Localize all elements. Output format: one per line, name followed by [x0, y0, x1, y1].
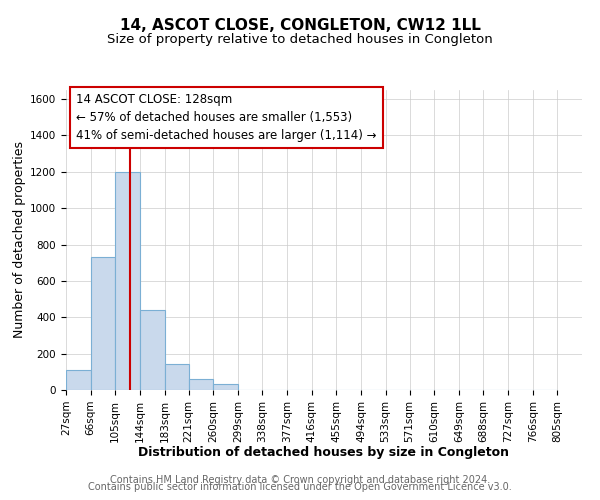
Text: Contains HM Land Registry data © Crown copyright and database right 2024.: Contains HM Land Registry data © Crown c… — [110, 475, 490, 485]
Bar — [140, 310, 164, 390]
Text: 14 ASCOT CLOSE: 128sqm
← 57% of detached houses are smaller (1,553)
41% of semi-: 14 ASCOT CLOSE: 128sqm ← 57% of detached… — [76, 93, 377, 142]
Bar — [66, 370, 91, 390]
Text: Contains public sector information licensed under the Open Government Licence v3: Contains public sector information licen… — [88, 482, 512, 492]
Bar — [91, 258, 115, 390]
Text: 14, ASCOT CLOSE, CONGLETON, CW12 1LL: 14, ASCOT CLOSE, CONGLETON, CW12 1LL — [119, 18, 481, 32]
Bar — [213, 384, 238, 390]
X-axis label: Distribution of detached houses by size in Congleton: Distribution of detached houses by size … — [139, 446, 509, 459]
Text: Size of property relative to detached houses in Congleton: Size of property relative to detached ho… — [107, 32, 493, 46]
Y-axis label: Number of detached properties: Number of detached properties — [13, 142, 26, 338]
Bar — [115, 172, 140, 390]
Bar — [188, 379, 213, 390]
Bar — [164, 364, 189, 390]
